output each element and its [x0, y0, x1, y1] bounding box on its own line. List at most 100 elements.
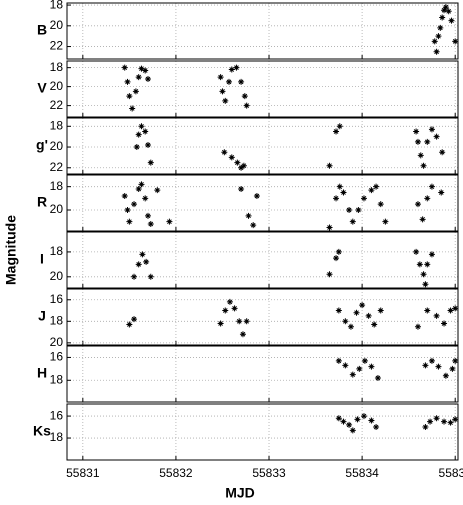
point [452, 416, 459, 423]
point [222, 307, 229, 314]
x-axis-label: MJD [225, 485, 255, 501]
point [368, 187, 375, 194]
point [144, 212, 151, 219]
panel-frame [66, 174, 459, 232]
point [238, 78, 245, 85]
point [144, 76, 151, 83]
point [135, 74, 142, 81]
point [221, 149, 228, 156]
point [253, 193, 260, 199]
point [333, 195, 340, 202]
point [439, 14, 446, 21]
point [437, 24, 444, 31]
y-tick-label: 20 [50, 202, 64, 216]
point [340, 189, 347, 196]
point [373, 183, 380, 190]
point [360, 413, 367, 420]
point [420, 162, 427, 169]
y-tick-label: 22 [50, 98, 64, 112]
point [441, 320, 448, 327]
x-tick-label: 55834 [345, 466, 379, 480]
point [226, 298, 233, 305]
y-tick-label: 20 [50, 18, 64, 32]
point [413, 248, 420, 255]
point [424, 307, 431, 314]
point [234, 159, 241, 166]
y-tick-label: 18 [50, 313, 64, 327]
point [354, 416, 361, 423]
point [355, 207, 362, 213]
point [126, 321, 133, 328]
point [340, 418, 347, 425]
point [147, 273, 154, 280]
panel-frame [66, 288, 459, 346]
point [139, 251, 146, 258]
point [449, 365, 456, 372]
point [433, 312, 440, 319]
point [222, 97, 229, 104]
point [238, 164, 245, 171]
point [241, 93, 248, 100]
point [452, 305, 459, 312]
point [124, 78, 131, 85]
point [131, 316, 138, 323]
panel-frame [66, 231, 459, 289]
panel-frame [66, 2, 459, 60]
y-tick-label: 20 [50, 335, 64, 349]
point [342, 318, 349, 325]
point [231, 305, 238, 312]
panel-label: Ks [33, 423, 51, 439]
point [243, 102, 250, 109]
point [121, 64, 128, 71]
panel-frame [66, 117, 459, 175]
point [124, 207, 131, 213]
point [428, 357, 435, 364]
point [428, 251, 435, 258]
point [233, 64, 240, 71]
point [135, 261, 142, 268]
point [442, 372, 449, 379]
point [243, 318, 250, 325]
y-tick-label: 20 [50, 139, 64, 153]
point [135, 131, 142, 138]
point [424, 195, 431, 202]
point [219, 88, 226, 95]
point [335, 357, 342, 364]
point [435, 33, 442, 40]
point [250, 222, 257, 229]
x-tick-label: 55835 [439, 466, 463, 480]
panel-frame [66, 60, 459, 118]
point [126, 93, 133, 100]
point [166, 218, 173, 225]
point [333, 255, 340, 262]
point [374, 375, 381, 381]
point [442, 4, 449, 11]
point [356, 365, 363, 372]
point [129, 105, 136, 112]
point [121, 193, 128, 199]
point [342, 362, 349, 369]
panel-label: J [38, 308, 46, 324]
y-tick-label: 20 [50, 79, 64, 93]
point [349, 427, 356, 434]
point [336, 123, 343, 130]
x-tick-label: 55832 [159, 466, 193, 480]
point [441, 7, 448, 14]
point [377, 307, 384, 314]
point [359, 302, 366, 309]
point [346, 207, 353, 213]
y-tick-label: 18 [50, 244, 64, 258]
point [138, 123, 145, 130]
point [333, 128, 340, 135]
point [142, 67, 149, 74]
point [335, 307, 342, 314]
point [448, 17, 455, 24]
panel-frame [66, 403, 459, 461]
point [368, 363, 375, 370]
point [349, 371, 356, 378]
point [419, 216, 426, 223]
point [438, 189, 445, 196]
y-tick-label: 16 [50, 408, 64, 422]
point [154, 187, 161, 194]
panel-label: B [37, 22, 47, 38]
